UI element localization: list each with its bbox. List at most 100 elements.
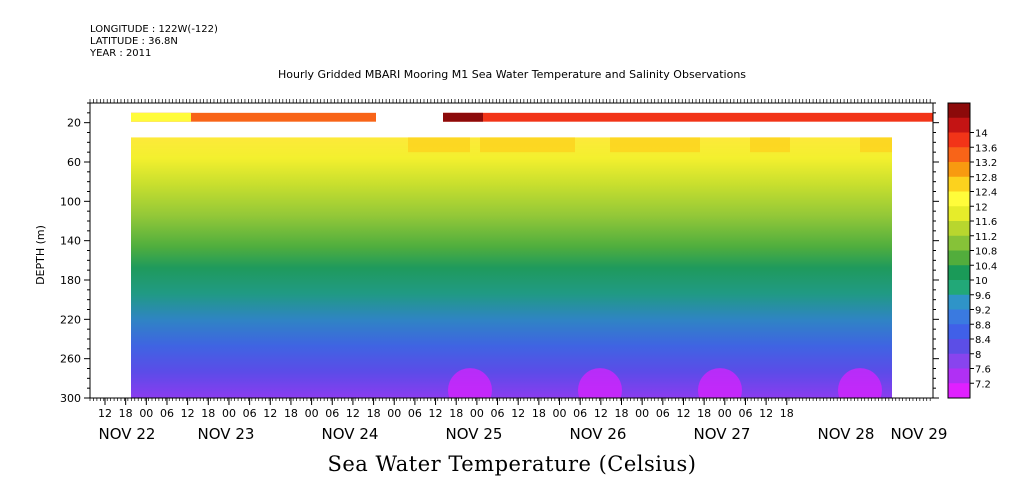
x-hour-label: 18: [449, 407, 463, 420]
colorbar-label: 9.2: [975, 306, 991, 317]
temperature-field: [131, 112, 933, 398]
x-hour-label: 06: [656, 407, 670, 420]
colorbar-swatch: [948, 132, 970, 148]
year-label: YEAR : 2011: [90, 48, 152, 59]
x-hour-label: 12: [98, 407, 112, 420]
x-hour-label: 00: [387, 407, 401, 420]
colorbar-label: 10.8: [975, 247, 997, 258]
x-hour-label: 12: [346, 407, 360, 420]
colorbar: 7.2 7.6 8 8.4 8.8 9.2 9.6 10 10.4 10.8 11.2 11.6 12 1…: [947, 102, 997, 399]
x-day-label: NOV 27: [694, 425, 751, 443]
y-tick-label: 180: [60, 274, 81, 287]
colorbar-swatch: [948, 368, 970, 384]
colorbar-swatch: [948, 250, 970, 266]
y-tick-label: 140: [60, 235, 81, 248]
x-day-label: NOV 29: [891, 425, 948, 443]
y-tick-label: 220: [60, 313, 81, 326]
y-tick-label: 300: [60, 392, 81, 405]
x-hour-label: 12: [676, 407, 690, 420]
x-hour-label: 18: [615, 407, 629, 420]
colorbar-swatch: [948, 339, 970, 355]
warm-patch: [408, 137, 470, 153]
x-day-label: NOV 24: [322, 425, 379, 443]
colorbar-label: 12: [975, 202, 988, 213]
colorbar-label: 11.6: [975, 217, 997, 228]
colorbar-swatch: [948, 324, 970, 340]
colorbar-label: 12.4: [975, 188, 997, 199]
colorbar-swatch: [948, 235, 970, 251]
x-hour-label: 18: [532, 407, 546, 420]
x-hour-label: 12: [594, 407, 608, 420]
colorbar-label: 7.2: [975, 379, 991, 390]
colorbar-swatch: [948, 294, 970, 310]
x-hour-label: 12: [511, 407, 525, 420]
colorbar-label: 14: [975, 129, 988, 140]
colorbar-label: 8: [975, 350, 981, 361]
surface-band-segment: [131, 112, 191, 122]
latitude-label: LATITUDE : 36.8N: [90, 36, 178, 47]
colorbar-label: 8.4: [975, 335, 991, 346]
chart-title: Hourly Gridded MBARI Mooring M1 Sea Wate…: [277, 68, 747, 81]
colorbar-swatch: [948, 147, 970, 163]
warm-patch: [750, 137, 790, 153]
temperature-gradient-fill: [131, 137, 892, 398]
x-hour-label: 06: [160, 407, 174, 420]
y-tick-label: 60: [67, 156, 81, 169]
y-tick-label: 20: [67, 117, 81, 130]
x-hour-label: 06: [325, 407, 339, 420]
x-hour-label: 12: [759, 407, 773, 420]
x-hour-label: 18: [367, 407, 381, 420]
x-hour-label: 12: [429, 407, 443, 420]
warm-patch: [480, 137, 575, 153]
colorbar-swatch: [948, 206, 970, 222]
x-hour-label: 00: [553, 407, 567, 420]
colorbar-swatch: [948, 353, 970, 369]
x-hour-label: 06: [491, 407, 505, 420]
x-hour-label: 00: [718, 407, 732, 420]
x-axis: 12 18 00 06 12 18 00 06 12 18 00 06 12 18 00 06 12 18 00 06…: [89, 99, 948, 443]
surface-band-segment: [443, 112, 483, 122]
x-hour-label: 00: [635, 407, 649, 420]
x-hour-label: 18: [119, 407, 133, 420]
x-day-label: NOV 22: [99, 425, 156, 443]
colorbar-label: 12.8: [975, 173, 997, 184]
x-hour-label: 18: [201, 407, 215, 420]
colorbar-label: 11.2: [975, 232, 997, 243]
x-axis-title: Sea Water Temperature (Celsius): [327, 452, 697, 476]
x-hour-label: 18: [284, 407, 298, 420]
x-day-label: NOV 25: [446, 425, 503, 443]
colorbar-swatch: [948, 221, 970, 237]
colorbar-label: 9.6: [975, 291, 991, 302]
colorbar-label: 8.8: [975, 320, 991, 331]
cold-patch: [578, 368, 622, 398]
x-hour-label: 00: [305, 407, 319, 420]
x-hour-label: 00: [470, 407, 484, 420]
y-tick-label: 100: [60, 195, 81, 208]
colorbar-swatch: [948, 176, 970, 192]
warm-patch: [860, 137, 892, 153]
x-hour-label: 06: [408, 407, 422, 420]
y-axis: 20 60 100 140 180 220 260 300: [60, 102, 939, 405]
x-hour-label: 12: [181, 407, 195, 420]
colorbar-swatch: [948, 280, 970, 296]
longitude-label: LONGITUDE : 122W(-122): [90, 24, 218, 35]
cold-patch: [448, 368, 492, 398]
colorbar-swatch: [948, 383, 970, 399]
warm-patch: [610, 137, 700, 153]
colorbar-swatch: [948, 191, 970, 207]
y-axis-label: DEPTH (m): [34, 225, 47, 285]
y-tick-label: 260: [60, 353, 81, 366]
x-day-label: NOV 26: [570, 425, 627, 443]
surface-band-segment: [131, 112, 376, 122]
x-day-label: NOV 23: [198, 425, 255, 443]
colorbar-swatch: [948, 265, 970, 281]
x-hour-label: 06: [573, 407, 587, 420]
x-hour-label: 06: [243, 407, 257, 420]
colorbar-label: 10: [975, 276, 988, 287]
surface-band-segment: [443, 112, 933, 122]
colorbar-label: 7.6: [975, 365, 991, 376]
colorbar-swatch: [948, 162, 970, 178]
x-hour-label: 00: [139, 407, 153, 420]
colorbar-label: 13.6: [975, 143, 997, 154]
